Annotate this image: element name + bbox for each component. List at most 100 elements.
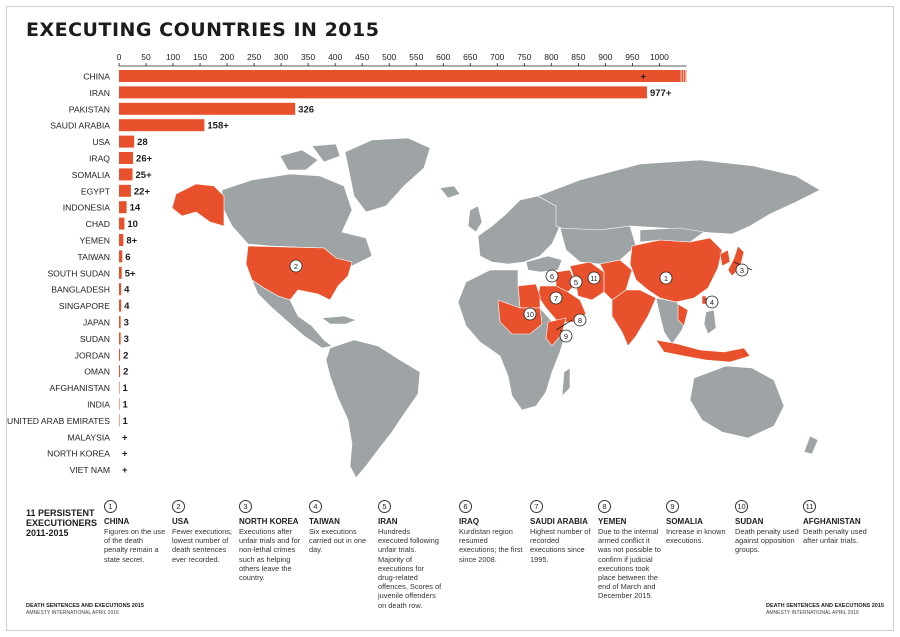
legend-country: IRAN — [378, 517, 398, 526]
land-india — [611, 289, 657, 347]
legend-item: 4 TAIWAN Six executions carried out in one… — [309, 500, 373, 555]
value-label: 3 — [124, 334, 129, 345]
category-label: IRAQ — [89, 154, 110, 164]
bar — [119, 316, 121, 328]
category-label: SOMALIA — [72, 170, 110, 180]
callout-10: 10 — [523, 307, 537, 321]
legend-description: Death penalty used after unfair trials. — [803, 527, 867, 546]
legend-description: Six executions carried out in one day. — [309, 527, 367, 555]
legend-item: 9 SOMALIA Increase in known executions. — [666, 500, 730, 545]
x-tick-label: 400 — [328, 52, 342, 62]
bar — [119, 86, 647, 99]
x-tick-label: 700 — [490, 52, 504, 62]
legend-number: 2 — [172, 500, 185, 513]
svg-text:1: 1 — [664, 274, 668, 283]
svg-text:5: 5 — [574, 278, 578, 287]
land-greenland — [344, 137, 431, 213]
legend-description: Hundreds executed following unfair trial… — [378, 527, 442, 610]
legend-country: AFGHANISTAN — [803, 517, 861, 526]
x-tick-label: 350 — [301, 52, 315, 62]
land-canada — [221, 173, 373, 267]
legend-item: 2 USA Fewer executions; lowest number of d… — [172, 500, 236, 564]
value-label: + — [122, 449, 128, 460]
legend-description: Figures on the use of the death penalty … — [104, 527, 166, 564]
callout-8: 8 — [573, 313, 587, 327]
value-label: 326 — [298, 104, 314, 115]
value-label: 2 — [123, 367, 128, 378]
bar — [119, 217, 125, 230]
x-tick-label: 50 — [141, 52, 151, 62]
callout-1: 1 — [659, 271, 673, 285]
legend-country: SOMALIA — [666, 517, 703, 526]
category-label: TAIWAN — [78, 252, 110, 262]
land-africa — [457, 269, 567, 411]
category-label: SINGAPORE — [59, 301, 110, 311]
bar — [119, 398, 120, 410]
legend-country: SAUDI ARABIA — [530, 517, 588, 526]
svg-text:7: 7 — [554, 294, 558, 303]
legend-item: 5 IRAN Hundreds executed following unfair … — [378, 500, 442, 610]
x-tick-label: 100 — [166, 52, 180, 62]
category-label: JAPAN — [83, 318, 110, 328]
category-label: BANGLADESH — [51, 285, 110, 295]
legend-item: 7 SAUDI ARABIA Highest number of recorded … — [530, 500, 594, 564]
legend-item: 8 YEMEN Due to the internal armed conflict… — [598, 500, 662, 601]
bar — [119, 70, 687, 82]
legend-number: 8 — [598, 500, 611, 513]
category-label: SAUDI ARABIA — [50, 121, 110, 131]
land-mexico — [251, 279, 333, 349]
footer-left-title: DEATH SENTENCES AND EXECUTIONS 2015 — [26, 603, 144, 609]
legend-number: 6 — [459, 500, 472, 513]
category-label: PAKISTAN — [69, 104, 110, 114]
legend-number: 11 — [803, 500, 816, 513]
page-title: EXECUTING COUNTRIES IN 2015 — [26, 19, 380, 41]
category-label: INDIA — [87, 400, 110, 410]
x-tick-label: 900 — [598, 52, 612, 62]
legend-item: 3 NORTH KOREA Executions after unfair tria… — [239, 500, 303, 582]
svg-text:6: 6 — [550, 272, 554, 281]
category-label: SUDAN — [80, 334, 110, 344]
bar — [119, 201, 127, 214]
legend-description: Executions after unfair trials and for n… — [239, 527, 301, 583]
legend-item: 10 SUDAN Death penalty used against opposi… — [735, 500, 799, 555]
value-label: 6 — [125, 252, 130, 263]
land-russia — [537, 159, 821, 235]
value-label: 4 — [124, 301, 130, 312]
bar — [119, 348, 121, 361]
svg-text:10: 10 — [526, 312, 534, 319]
land-somalia — [545, 317, 567, 347]
legend-number: 9 — [666, 500, 679, 513]
callout-6: 6 — [545, 269, 559, 283]
legend-number: 3 — [239, 500, 252, 513]
legend-country: CHINA — [104, 517, 130, 526]
x-tick-label: 1000 — [650, 52, 669, 62]
legend-description: Death penalty used against opposition gr… — [735, 527, 799, 555]
legend-item: 6 IRAQ Kurdistan region resumed executions… — [459, 500, 523, 564]
land-iraq — [555, 269, 577, 293]
value-label: 22+ — [134, 186, 151, 197]
value-label: 28 — [137, 137, 148, 148]
x-tick-label: 600 — [436, 52, 450, 62]
svg-text:9: 9 — [564, 332, 568, 341]
legend-number: 10 — [735, 500, 748, 513]
value-label: 1 — [123, 400, 129, 411]
category-label: VIET NAM — [70, 465, 110, 475]
value-label: 26+ — [136, 154, 153, 165]
legend-number: 4 — [309, 500, 322, 513]
land-egypt — [517, 283, 541, 309]
value-label: + — [122, 432, 128, 443]
x-tick-label: 150 — [193, 52, 207, 62]
map-callouts: 1 2 3 4 5 6 7 8 9 10 11 — [289, 259, 753, 343]
legend-country: IRAQ — [459, 517, 479, 526]
value-label: + — [122, 465, 128, 476]
land-iceland — [439, 185, 461, 199]
category-label: IRAN — [89, 88, 110, 98]
x-tick-label: 450 — [355, 52, 369, 62]
x-tick-label: 750 — [517, 52, 531, 62]
category-label: OMAN — [84, 367, 110, 377]
bar — [119, 283, 122, 296]
callout-5: 5 — [569, 275, 583, 289]
category-label: NORTH KOREA — [47, 449, 110, 459]
land-australia — [689, 365, 785, 439]
